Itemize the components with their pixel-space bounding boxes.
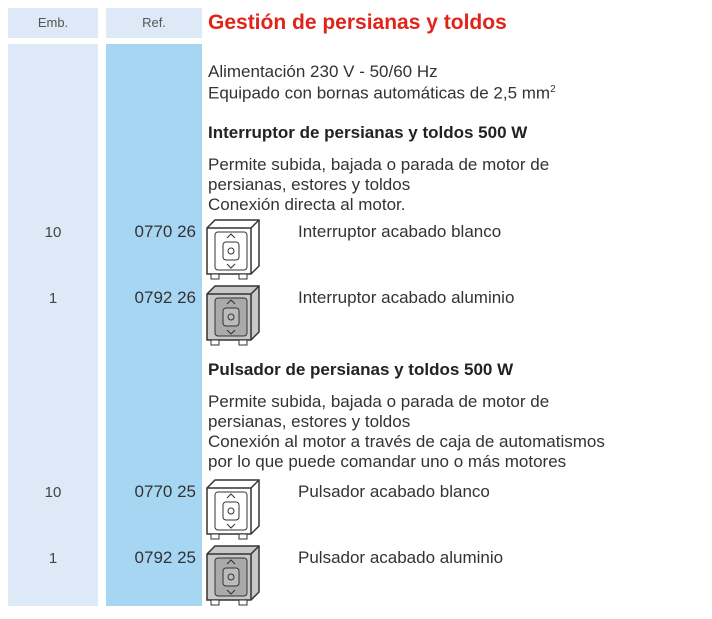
product-icon bbox=[203, 216, 263, 280]
product-icon bbox=[203, 282, 263, 346]
emb-value: 1 bbox=[48, 290, 58, 307]
product-icon bbox=[203, 476, 263, 540]
ref-code: 0792 26 bbox=[134, 288, 196, 307]
description-line: Conexión directa al motor. bbox=[208, 195, 406, 214]
section-heading: Pulsador de persianas y toldos 500 W bbox=[208, 360, 514, 379]
ref-code: 0792 25 bbox=[134, 548, 196, 567]
emb-value: 10 bbox=[44, 484, 62, 501]
description-line: por lo que puede comandar uno o más moto… bbox=[208, 452, 567, 471]
emb-value: 10 bbox=[44, 224, 62, 241]
description-line: Permite subida, bajada o parada de motor… bbox=[208, 155, 550, 174]
product-icon bbox=[203, 542, 263, 606]
intro-line: Alimentación 230 V - 50/60 Hz bbox=[208, 62, 438, 81]
superscript: 2 bbox=[550, 84, 556, 95]
title: Gestión de persianas y toldos bbox=[208, 11, 507, 34]
ref-code: 0770 26 bbox=[134, 222, 196, 241]
ref-header: Ref. bbox=[106, 8, 202, 38]
emb-header: Emb. bbox=[8, 8, 98, 38]
intro-line: Equipado con bornas automáticas de 2,5 m… bbox=[208, 80, 556, 104]
item-label: Pulsador acabado aluminio bbox=[298, 548, 504, 567]
description-line: persianas, estores y toldos bbox=[208, 412, 411, 431]
item-label: Interruptor acabado aluminio bbox=[298, 288, 515, 307]
description-line: persianas, estores y toldos bbox=[208, 175, 411, 194]
description-line: Permite subida, bajada o parada de motor… bbox=[208, 392, 550, 411]
item-label: Pulsador acabado blanco bbox=[298, 482, 490, 501]
section-heading: Interruptor de persianas y toldos 500 W bbox=[208, 123, 528, 142]
emb-column bbox=[8, 44, 98, 606]
ref-column bbox=[106, 44, 202, 606]
item-label: Interruptor acabado blanco bbox=[298, 222, 502, 241]
emb-value: 1 bbox=[48, 550, 58, 567]
intro-text: Equipado con bornas automáticas de 2,5 m… bbox=[208, 83, 551, 103]
description-line: Conexión al motor a través de caja de au… bbox=[208, 432, 605, 451]
ref-code: 0770 25 bbox=[134, 482, 196, 501]
